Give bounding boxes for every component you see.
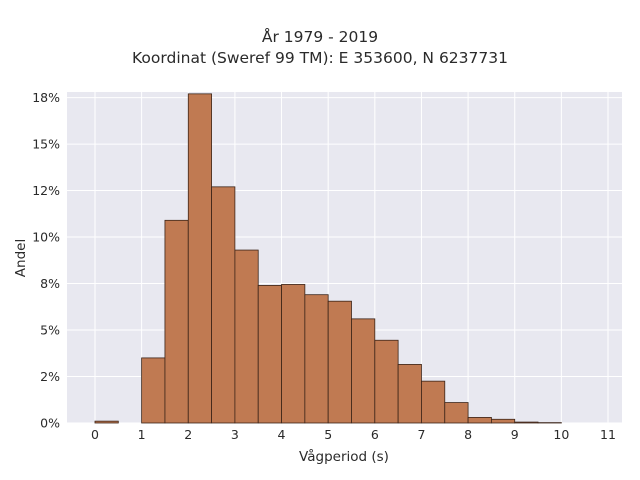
x-tick-label: 8 bbox=[464, 427, 472, 442]
histogram-bar bbox=[327, 300, 352, 424]
histogram-bar bbox=[141, 357, 166, 424]
histogram-bar bbox=[257, 284, 282, 424]
y-tick-label: 18% bbox=[32, 90, 60, 105]
histogram-bar bbox=[491, 418, 516, 424]
histogram-bar bbox=[304, 294, 329, 424]
x-tick-label: 4 bbox=[278, 427, 286, 442]
histogram-bar bbox=[211, 186, 236, 424]
chart-title-line-1: År 1979 - 2019 bbox=[261, 28, 379, 46]
histogram-bar bbox=[187, 93, 212, 424]
histogram-bar bbox=[397, 364, 422, 424]
x-tick-label: 0 bbox=[91, 427, 99, 442]
histogram-bar bbox=[444, 402, 469, 424]
y-tick-label: 0% bbox=[40, 416, 60, 431]
histogram-bar bbox=[514, 421, 539, 424]
histogram-bar bbox=[374, 339, 399, 424]
x-tick-label: 10 bbox=[553, 427, 569, 442]
histogram-bar bbox=[351, 318, 376, 424]
histogram-bar bbox=[281, 284, 306, 424]
y-tick-label: 8% bbox=[40, 276, 60, 291]
y-tick-label: 2% bbox=[40, 369, 60, 384]
y-tick-labels: 0% 2% 5% 8% 10% 12% 15% 18% bbox=[32, 90, 60, 430]
y-tick-label: 5% bbox=[40, 323, 60, 338]
histogram-bar bbox=[164, 219, 189, 424]
chart-title-line-2: Koordinat (Sweref 99 TM): E 353600, N 62… bbox=[132, 49, 508, 67]
y-tick-label: 15% bbox=[32, 137, 60, 152]
histogram-bar bbox=[467, 417, 492, 424]
x-tick-label: 9 bbox=[511, 427, 519, 442]
histogram-bar bbox=[234, 249, 259, 424]
y-tick-label: 10% bbox=[32, 230, 60, 245]
x-tick-label: 6 bbox=[371, 427, 379, 442]
x-axis-label: Vågperiod (s) bbox=[299, 448, 389, 465]
histogram-bars bbox=[94, 93, 562, 424]
x-tick-label: 11 bbox=[600, 427, 616, 442]
x-tick-labels: 0 1 2 3 4 5 6 7 8 9 10 11 bbox=[91, 427, 616, 442]
x-tick-label: 2 bbox=[184, 427, 192, 442]
histogram-bar bbox=[94, 420, 119, 424]
x-tick-label: 1 bbox=[138, 427, 146, 442]
x-tick-label: 7 bbox=[417, 427, 425, 442]
y-tick-label: 12% bbox=[32, 183, 60, 198]
x-tick-label: 3 bbox=[231, 427, 239, 442]
x-tick-label: 5 bbox=[324, 427, 332, 442]
histogram-bar bbox=[421, 380, 446, 424]
y-axis-label: Andel bbox=[13, 239, 29, 277]
